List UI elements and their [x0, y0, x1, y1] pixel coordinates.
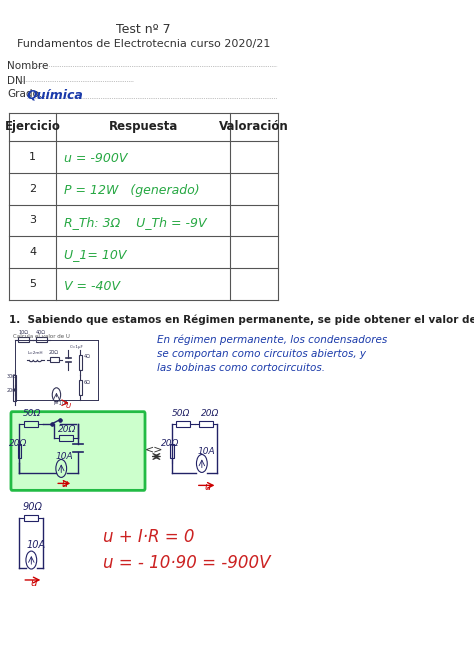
Text: Respuesta: Respuesta — [109, 121, 178, 133]
Text: 40Ω: 40Ω — [36, 330, 46, 335]
Text: u + I·R = 0: u + I·R = 0 — [103, 528, 195, 546]
Text: 30Ω: 30Ω — [6, 374, 16, 379]
Text: u: u — [205, 482, 211, 492]
Bar — [59, 435, 73, 441]
Text: Nombre: Nombre — [8, 61, 49, 71]
Text: L=2mH: L=2mH — [27, 351, 43, 355]
Text: 20Ω: 20Ω — [9, 439, 27, 448]
Text: 90Ω: 90Ω — [22, 502, 42, 513]
Text: En régimen permanente, los condensadores
se comportan como circuitos abiertos, y: En régimen permanente, los condensadores… — [157, 334, 387, 373]
Text: R_Th: 3Ω    U_Th = -9V: R_Th: 3Ω U_Th = -9V — [64, 216, 206, 229]
Text: 10A: 10A — [197, 446, 215, 456]
Bar — [170, 444, 174, 458]
Bar — [79, 355, 82, 370]
Text: 10Ω: 10Ω — [18, 330, 28, 335]
Text: Test nº 7: Test nº 7 — [116, 23, 171, 36]
Text: DNI: DNI — [8, 76, 26, 86]
Text: V = -40V: V = -40V — [64, 279, 119, 293]
Text: Química: Química — [27, 88, 83, 101]
Text: 4Ω: 4Ω — [83, 354, 90, 359]
Text: 20Ω: 20Ω — [201, 409, 219, 417]
Text: Ejercicio: Ejercicio — [5, 121, 61, 133]
Text: P = 12W   (generado): P = 12W (generado) — [64, 184, 199, 197]
Bar — [24, 515, 38, 521]
Text: 50Ω: 50Ω — [22, 409, 41, 417]
Bar — [36, 338, 47, 342]
Text: 50Ω: 50Ω — [172, 409, 191, 417]
Bar — [18, 338, 29, 342]
Text: Calcula el valor de U: Calcula el valor de U — [13, 334, 70, 339]
Text: 20Ω: 20Ω — [58, 425, 77, 433]
Text: u: u — [61, 479, 67, 489]
Bar — [18, 444, 21, 458]
Text: 2: 2 — [29, 184, 36, 194]
Bar — [79, 380, 82, 395]
Text: 1.  Sabiendo que estamos en Régimen permanente, se pide obtener el valor de la t: 1. Sabiendo que estamos en Régimen perma… — [9, 314, 474, 324]
Bar — [199, 421, 213, 427]
Text: 6Ω: 6Ω — [83, 380, 90, 385]
Text: 10A: 10A — [27, 540, 46, 550]
Text: Valoración: Valoración — [219, 121, 289, 133]
Text: U: U — [65, 403, 71, 409]
Text: 20Ω: 20Ω — [161, 439, 180, 448]
Bar — [13, 375, 16, 390]
Bar — [50, 357, 59, 362]
Text: Grado...: Grado... — [8, 89, 49, 99]
Text: 20Ω: 20Ω — [49, 350, 59, 355]
Text: <>: <> — [146, 444, 164, 454]
Text: 1: 1 — [29, 151, 36, 161]
Text: 5: 5 — [29, 279, 36, 289]
Text: u: u — [30, 578, 37, 588]
Text: u = -900V: u = -900V — [64, 152, 127, 165]
FancyBboxPatch shape — [11, 411, 145, 490]
Text: 10A: 10A — [55, 452, 73, 462]
Text: u = - 10·90 = -900V: u = - 10·90 = -900V — [103, 554, 271, 572]
Text: C=1μF: C=1μF — [70, 345, 84, 349]
Text: 3: 3 — [29, 216, 36, 226]
Text: U_1= 10V: U_1= 10V — [64, 248, 126, 261]
Bar — [13, 389, 16, 401]
Text: 4: 4 — [29, 247, 36, 257]
Bar — [176, 421, 190, 427]
Text: I=10A: I=10A — [54, 401, 69, 406]
Text: 20Ω: 20Ω — [6, 388, 16, 393]
Text: Fundamentos de Electrotecnia curso 2020/21: Fundamentos de Electrotecnia curso 2020/… — [17, 40, 270, 49]
Bar — [24, 421, 38, 427]
